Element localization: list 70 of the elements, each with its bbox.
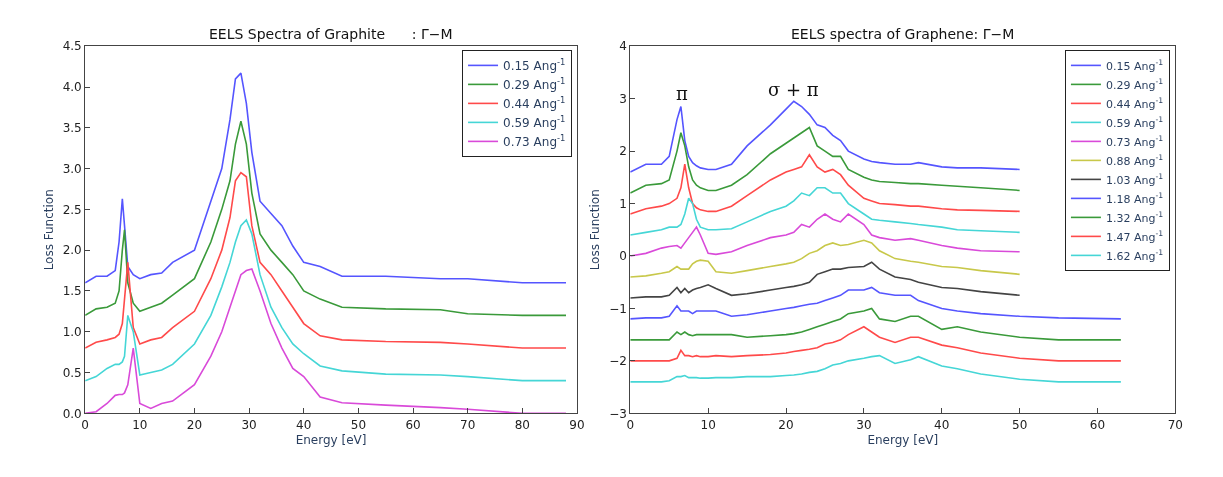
y-tick-label: −1 [609,301,627,316]
legend-label: 0.29 Ang$^{-1}$ [503,76,566,93]
x-tick-label: 30 [241,417,257,432]
y-tick-label: 4.0 [62,80,82,95]
x-tick-label: 20 [778,417,794,432]
y-tick-label: 4.5 [62,39,82,54]
y-tick-label: 1 [619,196,627,211]
y-axis-title: Loss Function [41,189,56,271]
line-series [630,286,1122,320]
line-series [630,187,1021,236]
x-tick-label: 50 [350,417,367,432]
x-tick-label: 60 [405,417,421,432]
legend-label: 1.62 Ang$^{-1}$ [1105,248,1164,263]
x-tick-label: 40 [934,417,950,432]
x-tick-label: 30 [856,417,872,432]
x-tick-label: 10 [700,417,716,432]
line-series [85,120,567,317]
line-series [630,153,1021,215]
x-axis-title: Energy [eV] [295,432,367,447]
legend-label: 0.59 Ang$^{-1}$ [503,114,566,131]
x-tick-label: 60 [1089,417,1106,432]
y-tick-label: 0.5 [62,365,82,380]
chart-title: EELS Spectra of Graphite : Γ−M [209,26,453,42]
x-tick-label: 70 [1167,417,1184,432]
legend-label: 1.03 Ang$^{-1}$ [1105,172,1164,187]
x-tick-label: 10 [132,417,148,432]
line-series [630,100,1021,173]
x-axis-title: Energy [eV] [867,432,939,447]
legend-label: 0.73 Ang$^{-1}$ [503,133,566,150]
x-tick-label: 40 [296,417,312,432]
x-tick-label: 80 [514,417,530,432]
x-tick-label: 90 [569,417,585,432]
legend-label: 0.73 Ang$^{-1}$ [1105,134,1164,149]
legend-label: 0.15 Ang$^{-1}$ [503,57,566,74]
legend-label: 0.29 Ang$^{-1}$ [1105,77,1164,92]
legend-label: 0.88 Ang$^{-1}$ [1105,153,1164,168]
x-tick-label: 50 [1011,417,1028,432]
legend-label: 1.32 Ang$^{-1}$ [1105,210,1164,225]
y-tick-label: 1.5 [62,284,82,299]
y-tick-label: −2 [609,354,627,369]
legend-label: 0.15 Ang$^{-1}$ [1105,58,1164,73]
y-tick-label: −3 [609,406,627,421]
y-tick-label: 2.0 [62,243,82,258]
chart-title: EELS spectra of Graphene: Γ−M [791,26,1015,42]
y-tick-label: 2.5 [62,202,82,217]
line-series [630,307,1122,341]
y-tick-label: 0 [619,249,627,264]
line-series [630,354,1122,383]
y-tick-label: 3 [619,91,627,106]
x-tick-label: 70 [460,417,476,432]
annotation: π [676,83,688,104]
y-axis-title: Loss Function [588,189,603,271]
line-series [630,239,1021,278]
y-tick-label: 1.0 [62,324,82,339]
y-tick-label: 3.5 [62,120,82,135]
x-tick-label: 20 [186,417,203,432]
y-tick-label: 3.0 [62,161,82,176]
line-series [85,171,567,349]
y-tick-label: 0.0 [62,406,82,421]
legend-label: 1.18 Ang$^{-1}$ [1105,191,1164,206]
line-series [85,72,567,284]
legend-label: 1.47 Ang$^{-1}$ [1105,229,1164,244]
line-series [630,126,1021,194]
line-series [85,219,567,382]
legend-label: 0.59 Ang$^{-1}$ [1105,115,1164,130]
annotation: σ + π [768,79,819,100]
y-tick-label: 4 [619,39,627,54]
y-tick-label: 2 [619,144,627,159]
legend-label: 0.44 Ang$^{-1}$ [503,95,566,112]
legend-label: 0.44 Ang$^{-1}$ [1105,96,1164,111]
